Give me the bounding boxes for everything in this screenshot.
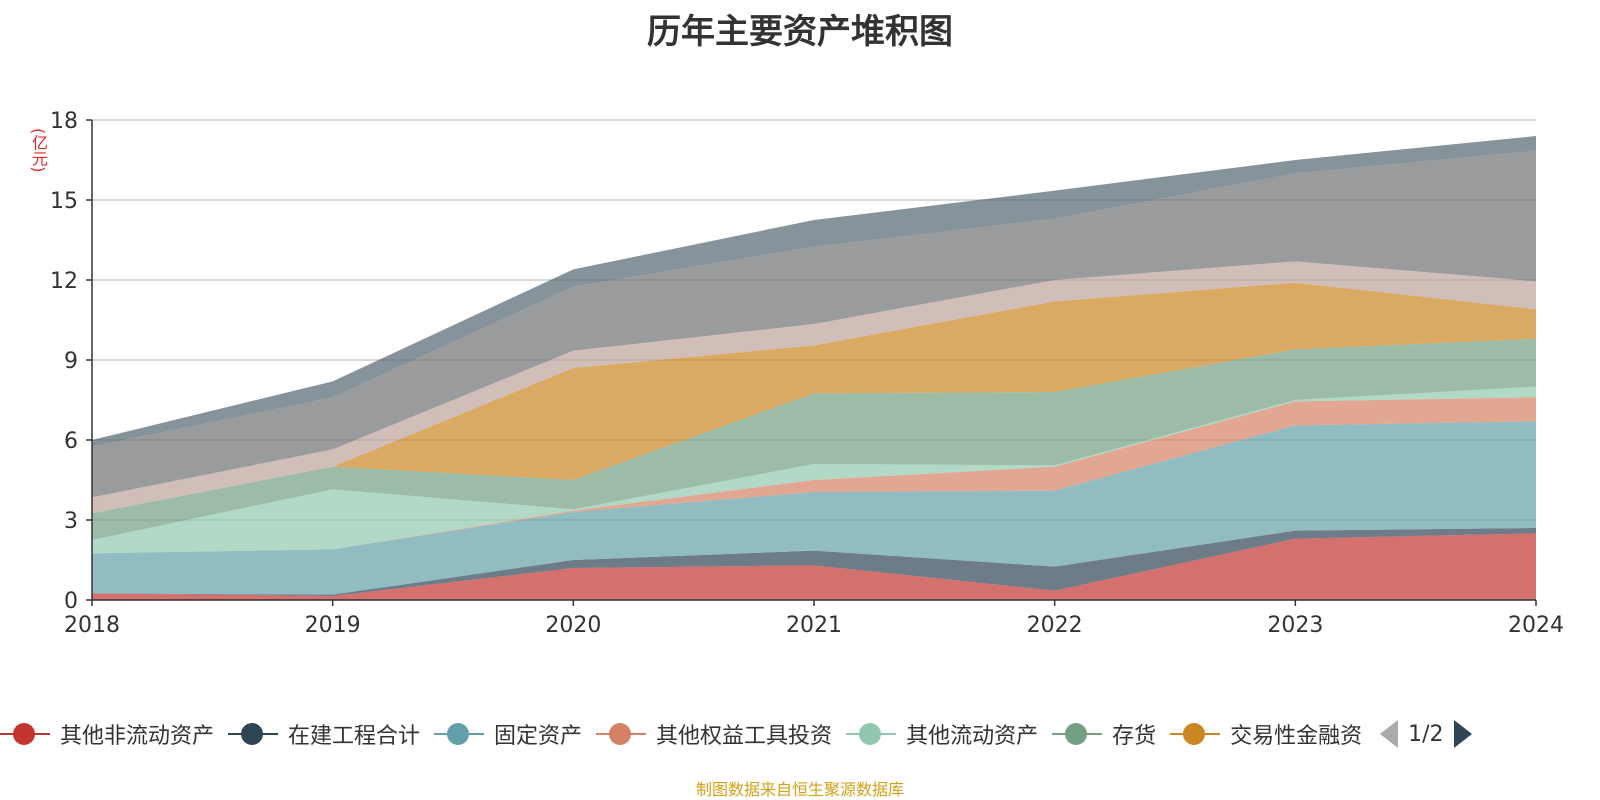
area-series-3 — [92, 421, 1536, 595]
x-tick-label: 2024 — [1508, 613, 1564, 638]
legend-item[interactable]: 存货 — [1052, 718, 1156, 750]
chart-title: 历年主要资产堆积图 — [647, 12, 953, 52]
legend-page-indicator: 1/2 — [1408, 721, 1444, 747]
x-tick-label: 2021 — [786, 613, 842, 638]
y-tick-label: 15 — [50, 189, 78, 214]
legend-label: 在建工程合计 — [288, 724, 421, 749]
legend-marker-icon — [434, 722, 485, 746]
legend-pager: 1/2 — [1380, 720, 1472, 748]
legend-label: 其他流动资产 — [906, 724, 1039, 749]
legend-label: 存货 — [1112, 724, 1157, 749]
legend-item[interactable]: 其他权益工具投资 — [596, 718, 832, 750]
legend-item[interactable]: 交易性金融资 — [1170, 718, 1362, 750]
legend-item[interactable]: 其他非流动资产 — [0, 718, 214, 750]
x-tick-label: 2022 — [1027, 613, 1083, 638]
legend-item[interactable]: 其他流动资产 — [846, 718, 1038, 750]
area-series-9 — [92, 150, 1536, 498]
y-tick-label: 18 — [50, 109, 78, 134]
legend-next-page-icon[interactable] — [1453, 720, 1472, 748]
legend-item[interactable]: 在建工程合计 — [228, 718, 420, 750]
y-tick-label: 6 — [64, 429, 78, 454]
legend: 其他非流动资产 在建工程合计 固定资产 其他权益工具投资 其他流动资产 存货 交易性金融资 … — [0, 714, 1600, 754]
legend-marker-icon — [1052, 722, 1103, 746]
legend-label: 固定资产 — [494, 724, 583, 749]
legend-prev-page-icon[interactable] — [1380, 720, 1399, 748]
x-tick-label: 2018 — [64, 613, 120, 638]
legend-item[interactable]: 固定资产 — [434, 718, 582, 750]
legend-marker-icon — [1170, 722, 1221, 746]
x-tick-label: 2019 — [305, 613, 361, 638]
y-tick-label: 9 — [64, 349, 78, 374]
legend-marker-icon — [846, 722, 897, 746]
y-tick-label: 0 — [64, 589, 78, 614]
data-source-note: 制图数据来自恒生聚源数据库 — [695, 780, 904, 799]
legend-marker-icon — [596, 722, 647, 746]
area-series-10 — [92, 136, 1536, 447]
stacked-area-chart: 0 3 6 9 12 15 18 2018 2019 2020 2021 2022 2023 2024 — [50, 109, 1564, 638]
y-axis-unit-label: (亿元) — [29, 127, 48, 173]
legend-label: 其他权益工具投资 — [656, 724, 833, 749]
y-tick-label: 3 — [64, 509, 78, 534]
x-tick-label: 2023 — [1267, 613, 1323, 638]
legend-marker-icon — [0, 722, 50, 746]
area-series-2 — [92, 528, 1536, 596]
y-tick-label: 12 — [50, 269, 78, 294]
area-series-8 — [92, 261, 1536, 514]
area-series-5 — [92, 386, 1536, 554]
area-series-7 — [92, 282, 1536, 514]
legend-label: 其他非流动资产 — [60, 724, 215, 749]
area-series-4 — [92, 397, 1536, 554]
area-series-6 — [92, 338, 1536, 540]
x-tick-label: 2020 — [545, 613, 601, 638]
area-series-1 — [92, 533, 1536, 600]
legend-marker-icon — [228, 722, 279, 746]
legend-label: 交易性金融资 — [1230, 724, 1363, 749]
